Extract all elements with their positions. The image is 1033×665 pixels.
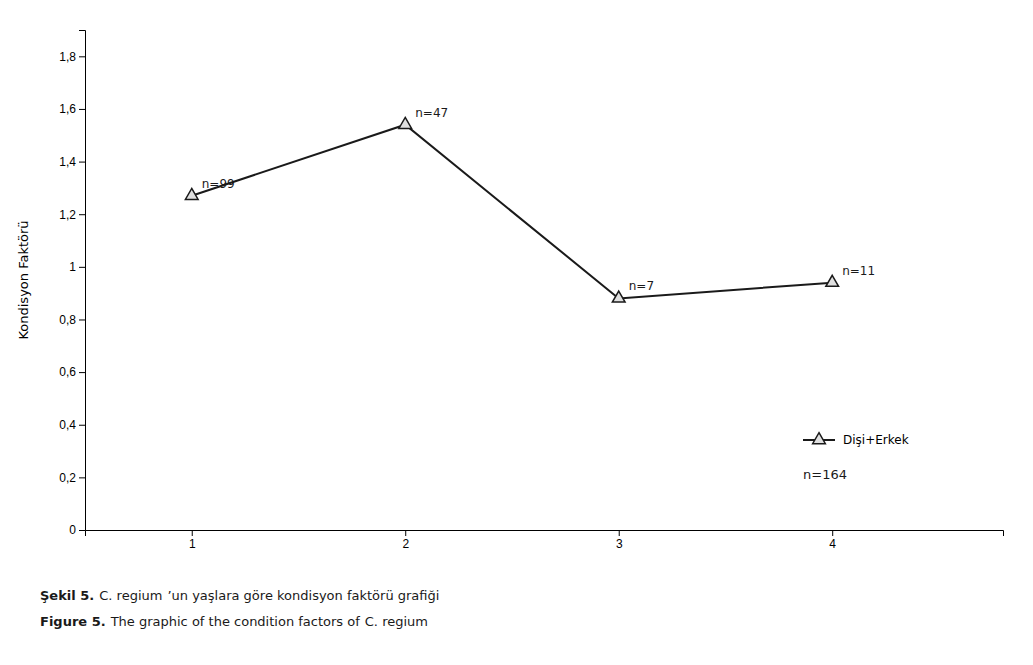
tick-label: 1,6: [59, 102, 76, 116]
tick: 1: [69, 260, 85, 274]
tick-mark: [79, 267, 85, 268]
tick-label: 1: [189, 537, 196, 551]
tick-mark: [79, 319, 85, 320]
tick: 0,4: [59, 418, 85, 432]
marker: [612, 291, 625, 302]
plot: 123400,20,40,60,811,21,41,61,8n=99n=47n=…: [59, 31, 1003, 551]
caption-part: ’un yaşlara göre kondisyon faktörü grafi…: [167, 588, 439, 603]
marker: [185, 188, 198, 199]
tick-mark: [192, 530, 193, 536]
tick-label: 2: [402, 537, 409, 551]
tick-label: 4: [829, 537, 836, 551]
tick-label: 0: [69, 523, 76, 537]
tick-label: 0,2: [59, 471, 76, 485]
legend-marker: [813, 433, 826, 444]
legend-note: n=164: [803, 467, 847, 482]
caption-part: The graphic of the condition factors of: [110, 614, 361, 629]
caption-line: Figure 5. The graphic of the condition fa…: [40, 614, 428, 629]
tick-mark: [79, 109, 85, 110]
tick-label: 0,4: [59, 418, 76, 432]
caption-part: C. regium: [99, 588, 162, 603]
tick-label: 1,8: [59, 50, 76, 64]
tick: 1,4: [59, 155, 85, 169]
tick: 1: [189, 530, 196, 551]
caption-part: C. regium: [365, 614, 428, 629]
caption-part: Şekil 5.: [40, 588, 94, 603]
tick-label: 1,4: [59, 155, 76, 169]
tick: 1,6: [59, 102, 85, 116]
tick: 0,2: [59, 471, 85, 485]
y-axis-title: Kondisyon Faktörü: [16, 220, 31, 339]
tick: 0: [69, 523, 85, 537]
line: [192, 125, 832, 299]
tick: 0,8: [59, 313, 85, 327]
caption-part: Figure 5.: [40, 614, 106, 629]
x-axis: 1 2 3 4: [86, 530, 1004, 551]
tick-mark: [79, 214, 85, 215]
axis-line: [79, 31, 86, 531]
caption-line: Şekil 5. C. regium ’un yaşlara göre kondis…: [40, 588, 439, 603]
tick: 0,6: [59, 365, 85, 379]
tick-label: 3: [616, 537, 623, 551]
tick-mark: [832, 530, 833, 536]
tick: 1,8: [59, 50, 85, 64]
tick-mark: [79, 530, 85, 531]
marker: [826, 275, 839, 286]
tick-mark: [79, 162, 85, 163]
tick-mark: [79, 425, 85, 426]
axis-line: [86, 531, 1004, 537]
annotations: n=99 n=47 n=7 n=11: [202, 106, 875, 294]
legend-label: Dişi+Erkek: [843, 433, 909, 447]
tick: 2: [402, 530, 409, 551]
tick-mark: [405, 530, 406, 536]
tick-mark: [619, 530, 620, 536]
tick-mark: [79, 477, 85, 478]
annotation: n=99: [202, 177, 235, 191]
tick-label: 0,8: [59, 313, 76, 327]
tick-label: 1,2: [59, 208, 76, 222]
caption: Şekil 5. C. regium ’un yaşlara göre kondis…: [40, 588, 439, 629]
tick-mark: [79, 56, 85, 57]
annotation: n=7: [629, 279, 654, 293]
marks: [185, 117, 838, 302]
tick-mark: [79, 372, 85, 373]
chart: 123400,20,40,60,811,21,41,61,8n=99n=47n=…: [0, 0, 1033, 665]
tick: 3: [616, 530, 623, 551]
tick-label: 1: [69, 260, 76, 274]
tick: 4: [829, 530, 836, 551]
y-axis: 0 0,2 0,4 0,6 0,8 1 1,2 1,4 1,6 1,8: [59, 31, 85, 538]
marker: [399, 117, 412, 128]
annotation: n=11: [842, 264, 875, 278]
annotation: n=47: [415, 106, 448, 120]
tick: 1,2: [59, 208, 85, 222]
legend: Dişi+Erkek n=164: [803, 433, 909, 482]
legend-item: Dişi+Erkek: [803, 433, 909, 448]
tick-label: 0,6: [59, 365, 76, 379]
